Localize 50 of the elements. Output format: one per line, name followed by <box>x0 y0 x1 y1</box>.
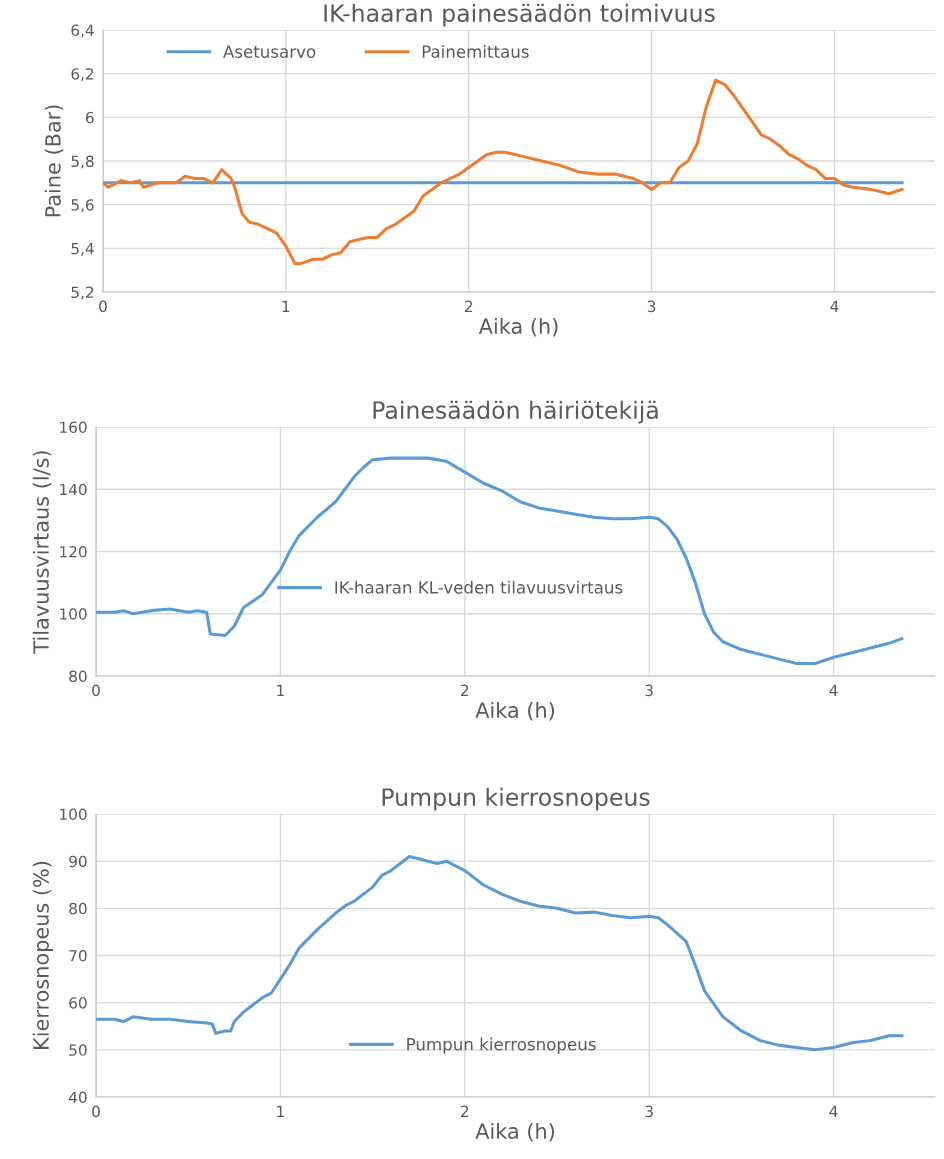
x-tick-label: 3 <box>647 300 656 313</box>
y-tick-label: 120 <box>60 545 87 558</box>
x-tick-label: 3 <box>645 684 653 697</box>
x-axis-title: Aika (h) <box>478 317 558 337</box>
y-axis-title: Tilavuusvirtaus (l/s) <box>32 451 52 654</box>
y-axis-title: Paine (Bar) <box>44 105 64 217</box>
x-tick-label: 2 <box>464 300 473 312</box>
x-tick-label: 0 <box>99 300 107 313</box>
x-tick-label: 1 <box>277 1105 284 1117</box>
x-tick-label: 4 <box>830 300 839 312</box>
x-tick-label: 0 <box>92 684 100 697</box>
x-tick-label: 3 <box>645 1105 653 1118</box>
line-series <box>96 456 904 666</box>
y-tick-label: 60 <box>69 997 87 1009</box>
x-tick-label: 2 <box>461 684 469 696</box>
chart-title: Painesäädön häiriötekijä <box>373 400 658 424</box>
x-tick-label: 1 <box>277 684 284 696</box>
y-tick-label: 70 <box>69 949 87 962</box>
legend-label: Painemittaus <box>422 45 529 58</box>
y-tick-label: 160 <box>60 421 87 434</box>
line-series <box>96 854 904 1052</box>
x-tick-label: 2 <box>461 1105 469 1117</box>
y-tick-label: 6 <box>86 111 94 124</box>
y-tick-label: 6,2 <box>71 68 94 82</box>
x-tick-label: 1 <box>282 300 290 312</box>
y-tick-label: 5,6 <box>71 199 94 213</box>
y-tick-label: 5,8 <box>71 155 94 169</box>
x-tick-label: 4 <box>829 684 838 696</box>
y-tick-label: 80 <box>69 670 87 683</box>
y-tick-label: 100 <box>60 608 87 620</box>
y-tick-label: 6,4 <box>71 24 94 38</box>
y-tick-label: 5,4 <box>71 243 94 256</box>
line-series <box>103 78 904 266</box>
chart-title: IK-haaran painesäädön toimivuus <box>324 3 715 27</box>
x-tick-label: 4 <box>829 1105 838 1117</box>
legend-label: Asetusarvo <box>223 45 316 58</box>
y-axis-title: Kierrosnopeus (%) <box>32 861 53 1049</box>
y-tick-label: 140 <box>60 483 87 496</box>
chart-title: Pumpun kierrosnopeus <box>382 787 650 811</box>
x-tick-label: 0 <box>92 1105 100 1118</box>
y-tick-label: 80 <box>69 902 87 915</box>
y-tick-label: 5,2 <box>71 286 94 300</box>
legend-label: IK-haaran KL-veden tilavuusvirtaus <box>335 580 623 594</box>
legend-label: Pumpun kierrosnopeus <box>407 1037 596 1054</box>
x-axis-title: Aika (h) <box>475 1122 555 1142</box>
x-axis-title: Aika (h) <box>475 701 555 721</box>
y-tick-label: 100 <box>60 808 87 821</box>
y-tick-label: 40 <box>68 1091 87 1104</box>
y-tick-label: 50 <box>69 1044 87 1056</box>
y-tick-label: 90 <box>69 855 87 868</box>
